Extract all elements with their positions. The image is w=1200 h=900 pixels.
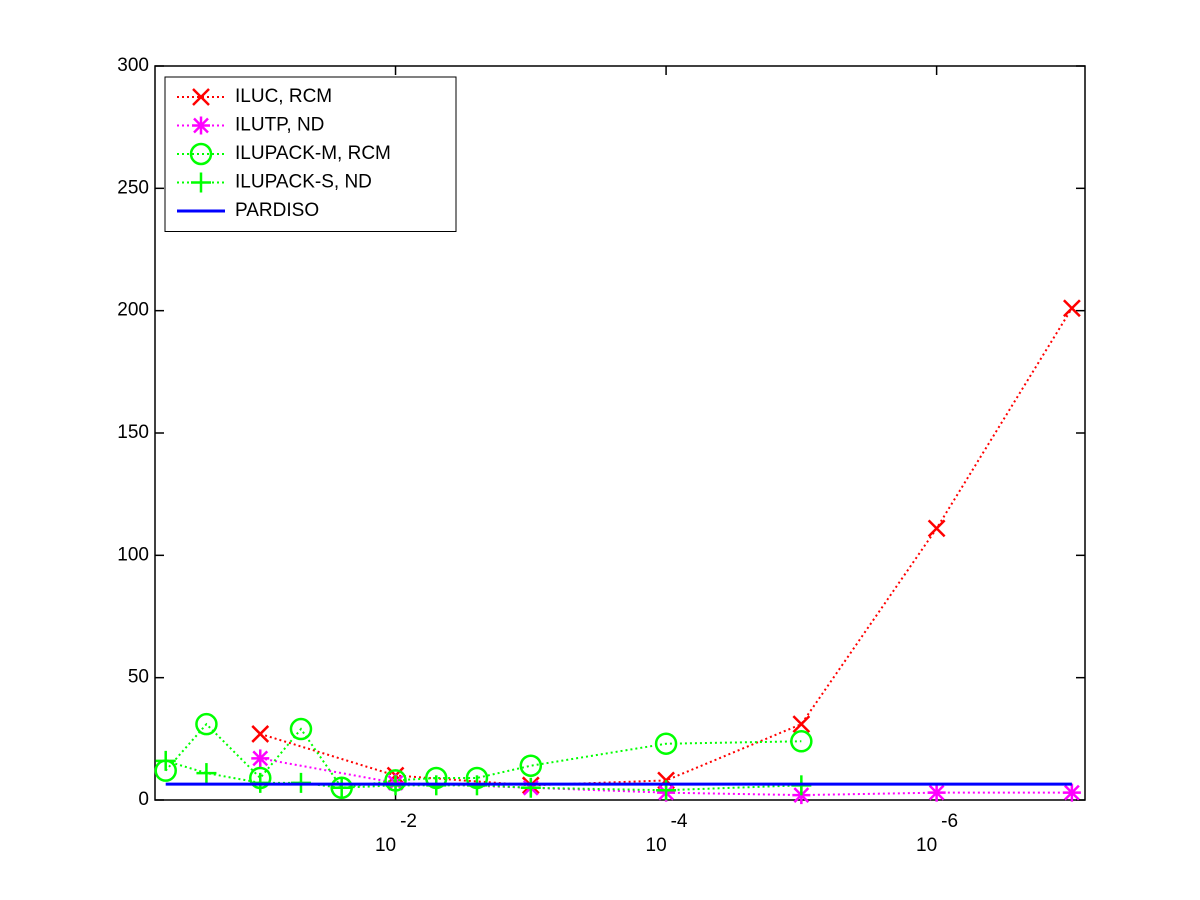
x-tick-exponent: -2 — [400, 811, 417, 832]
y-tick-label: 200 — [117, 300, 149, 321]
legend-label: ILUPACK-S, ND — [235, 172, 372, 193]
y-tick-label: 50 — [128, 667, 149, 688]
legend-label: ILUTP, ND — [235, 115, 324, 136]
y-tick-label: 250 — [117, 177, 149, 198]
marker — [654, 732, 678, 755]
x-tick-label: 10 — [916, 835, 937, 856]
marker-circle — [790, 730, 813, 753]
marker-stroke — [192, 88, 210, 106]
legend-label: ILUC, RCM — [235, 86, 332, 107]
y-tick-label: 0 — [138, 789, 149, 810]
marker-stroke — [1063, 299, 1081, 318]
marker — [519, 754, 543, 777]
marker-circle — [189, 142, 213, 166]
x-tick-label: 10 — [375, 835, 396, 856]
marker-circle — [195, 712, 218, 736]
legend-label: PARDISO — [235, 200, 319, 221]
marker — [289, 717, 313, 741]
marker-stroke — [193, 117, 209, 134]
y-tick-label: 100 — [117, 544, 149, 565]
marker — [790, 730, 813, 753]
marker — [251, 725, 270, 743]
marker-stroke — [792, 715, 811, 734]
marker-stroke — [251, 725, 270, 743]
marker — [251, 749, 270, 768]
marker — [927, 783, 946, 802]
marker-circle — [654, 732, 678, 755]
marker-stroke — [927, 519, 946, 538]
x-tick-exponent: -4 — [671, 811, 688, 832]
marker-stroke — [1064, 784, 1080, 801]
marker — [792, 715, 811, 734]
x-tick-exponent: -6 — [941, 811, 958, 832]
marker — [155, 750, 176, 771]
marker — [520, 777, 541, 798]
marker — [331, 777, 352, 798]
marker — [191, 172, 211, 193]
marker — [192, 116, 210, 135]
marker — [196, 763, 217, 784]
marker — [195, 712, 218, 736]
y-tick-label: 300 — [117, 55, 149, 76]
marker — [1062, 783, 1081, 802]
marker-circle — [519, 754, 543, 777]
marker — [927, 519, 946, 538]
legend-label: ILUPACK-M, RCM — [235, 143, 391, 164]
marker-circle — [289, 717, 313, 741]
marker — [189, 142, 213, 166]
marker-stroke — [928, 784, 945, 801]
marker — [192, 88, 210, 106]
y-tick-label: 150 — [117, 422, 149, 443]
marker-stroke — [252, 750, 269, 767]
marker — [1063, 299, 1081, 318]
x-tick-label: 10 — [646, 835, 667, 856]
